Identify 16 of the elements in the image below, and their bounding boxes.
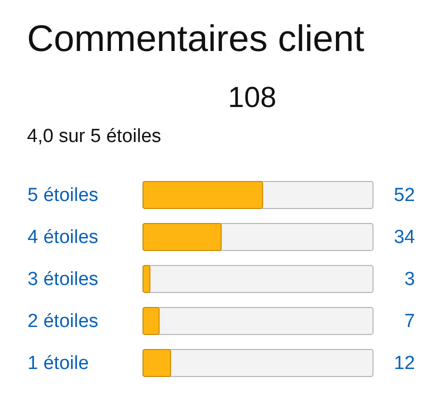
y-tick-label: 5 étoiles bbox=[28, 185, 98, 206]
chart-subtitle: 4,0 sur 5 étoiles bbox=[27, 126, 162, 147]
y-tick-label: 4 étoiles bbox=[28, 227, 98, 248]
y-tick-label: 3 étoiles bbox=[28, 269, 98, 290]
data-label: 52 bbox=[394, 185, 415, 206]
data-label: 34 bbox=[394, 227, 416, 248]
bar bbox=[142, 349, 172, 377]
y-tick-label: 1 étoile bbox=[28, 353, 89, 374]
bar bbox=[142, 307, 160, 335]
bar bbox=[142, 265, 150, 293]
data-label: 12 bbox=[394, 353, 415, 374]
y-tick-label: 2 étoiles bbox=[28, 311, 98, 332]
data-label: 7 bbox=[404, 311, 415, 332]
text: 108 bbox=[228, 82, 276, 114]
chart-title: Commentaires client bbox=[27, 18, 365, 59]
data-label: 3 bbox=[404, 269, 415, 290]
